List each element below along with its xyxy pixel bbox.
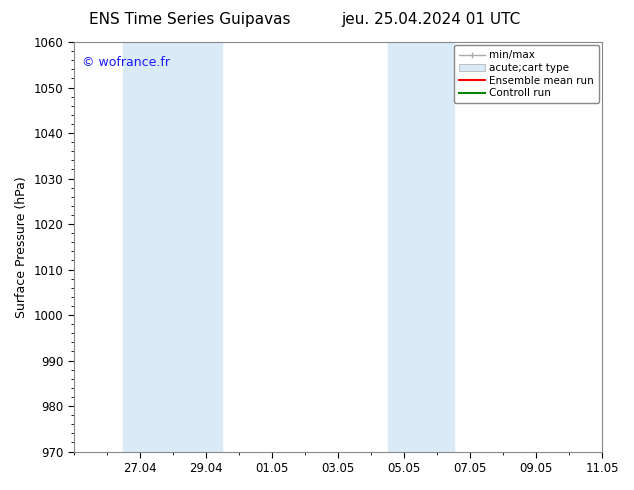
Text: ENS Time Series Guipavas: ENS Time Series Guipavas [89,12,291,27]
Text: © wofrance.fr: © wofrance.fr [82,56,170,70]
Bar [387,42,453,452]
Text: jeu. 25.04.2024 01 UTC: jeu. 25.04.2024 01 UTC [342,12,521,27]
Y-axis label: Surface Pressure (hPa): Surface Pressure (hPa) [15,176,28,318]
Legend: min/max, acute;cart type, Ensemble mean run, Controll run: min/max, acute;cart type, Ensemble mean … [454,45,599,103]
Bar [123,42,223,452]
